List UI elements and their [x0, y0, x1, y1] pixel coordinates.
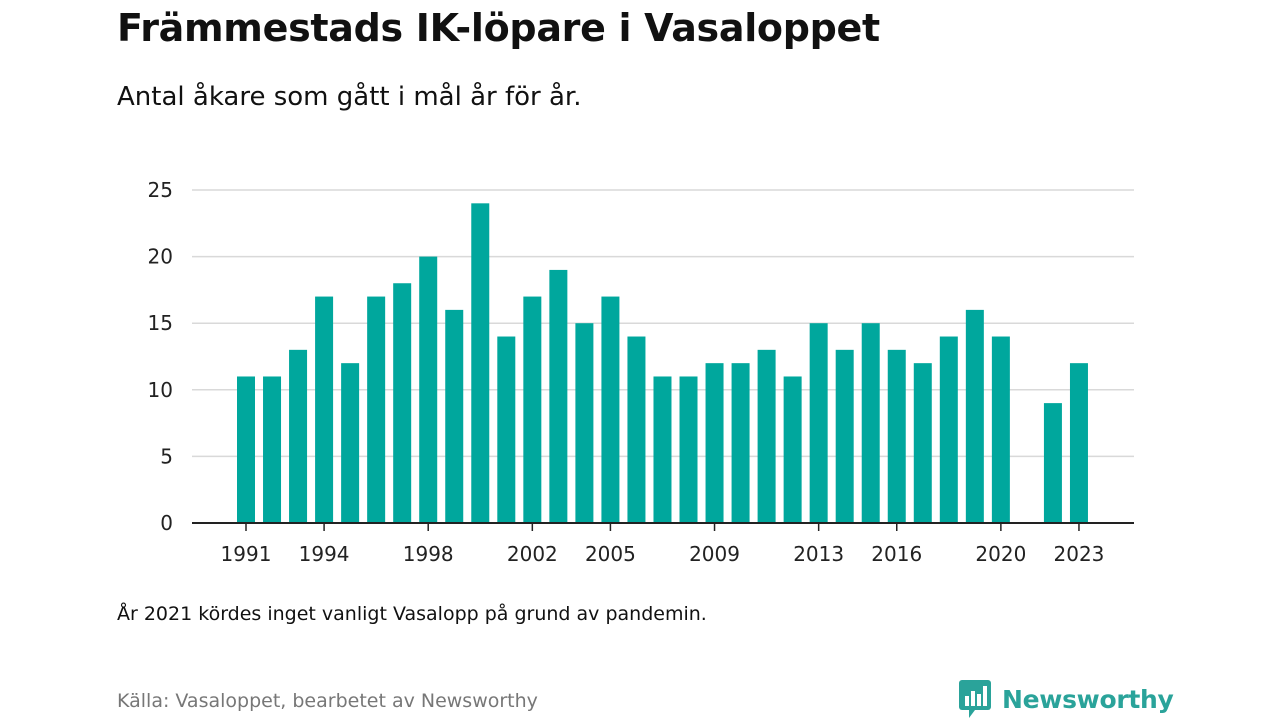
- newsworthy-logo-icon: [959, 680, 991, 718]
- y-tick-label-25: 25: [148, 178, 173, 202]
- newsworthy-logo: Newsworthy: [958, 679, 1174, 719]
- bars: [237, 203, 1088, 523]
- bar-1999: [445, 309, 464, 523]
- bar-2000: [471, 203, 490, 523]
- x-tick-label-2009: 2009: [689, 542, 740, 566]
- bar-2008: [679, 376, 698, 523]
- bar-1997: [393, 283, 412, 523]
- y-tick-label-15: 15: [148, 311, 173, 335]
- bar-2005: [601, 296, 620, 523]
- bar-2022: [1043, 403, 1062, 523]
- x-tick-label-2002: 2002: [507, 542, 558, 566]
- y-tick-label-5: 5: [160, 444, 173, 468]
- bar-2001: [497, 336, 516, 523]
- x-tick-label-2005: 2005: [585, 542, 636, 566]
- bar-2010: [731, 363, 750, 523]
- source-credit: Källa: Vasaloppet, bearbetet av Newswort…: [117, 690, 538, 712]
- bar-2004: [575, 323, 594, 523]
- brand-name: Newsworthy: [1002, 684, 1174, 714]
- bar-1998: [419, 256, 438, 523]
- x-axis-ticks: 1991 1994 1998 2002 2005 2009 2013 2016 2020 2023: [221, 523, 1105, 566]
- bar-2020: [991, 336, 1010, 523]
- x-tick-label-2020: 2020: [975, 542, 1026, 566]
- bar-2018: [939, 336, 958, 523]
- bar-2012: [783, 376, 802, 523]
- y-axis-labels: 0 5 10 15 20 25: [148, 178, 173, 535]
- bar-2007: [653, 376, 672, 523]
- bar-2015: [861, 323, 880, 523]
- bar-2023: [1069, 363, 1088, 523]
- x-tick-label-2013: 2013: [793, 542, 844, 566]
- x-tick-label-1994: 1994: [299, 542, 350, 566]
- x-tick-label-2016: 2016: [871, 542, 922, 566]
- x-tick-label-1998: 1998: [403, 542, 454, 566]
- y-tick-label-0: 0: [160, 511, 173, 535]
- y-tick-label-20: 20: [148, 245, 173, 269]
- bar-2019: [965, 309, 984, 523]
- bar-1994: [315, 296, 334, 523]
- bar-2003: [549, 269, 568, 523]
- bar-2002: [523, 296, 542, 523]
- bar-1995: [341, 363, 360, 523]
- chart-title: Främmestads IK-löpare i Vasaloppet: [117, 6, 880, 50]
- bar-2016: [887, 349, 906, 523]
- x-tick-label-1991: 1991: [221, 542, 272, 566]
- footnote: År 2021 kördes inget vanligt Vasalopp på…: [117, 603, 707, 625]
- bar-2017: [913, 363, 932, 523]
- bar-1992: [263, 376, 282, 523]
- bar-2014: [835, 349, 854, 523]
- chart-subtitle: Antal åkare som gått i mål år för år.: [117, 82, 582, 112]
- bar-2013: [809, 323, 828, 523]
- bar-2011: [757, 349, 776, 523]
- bar-1991: [237, 376, 255, 523]
- bar-chart: 0 5 10 15 20 25 1991 1994 1998 2002 2005 2009 2013 2…: [148, 178, 1134, 566]
- bar-2009: [705, 363, 724, 523]
- bar-2006: [627, 336, 646, 523]
- bar-1993: [289, 349, 308, 523]
- y-tick-label-10: 10: [148, 378, 173, 402]
- x-tick-label-2023: 2023: [1054, 542, 1105, 566]
- bar-1996: [367, 296, 386, 523]
